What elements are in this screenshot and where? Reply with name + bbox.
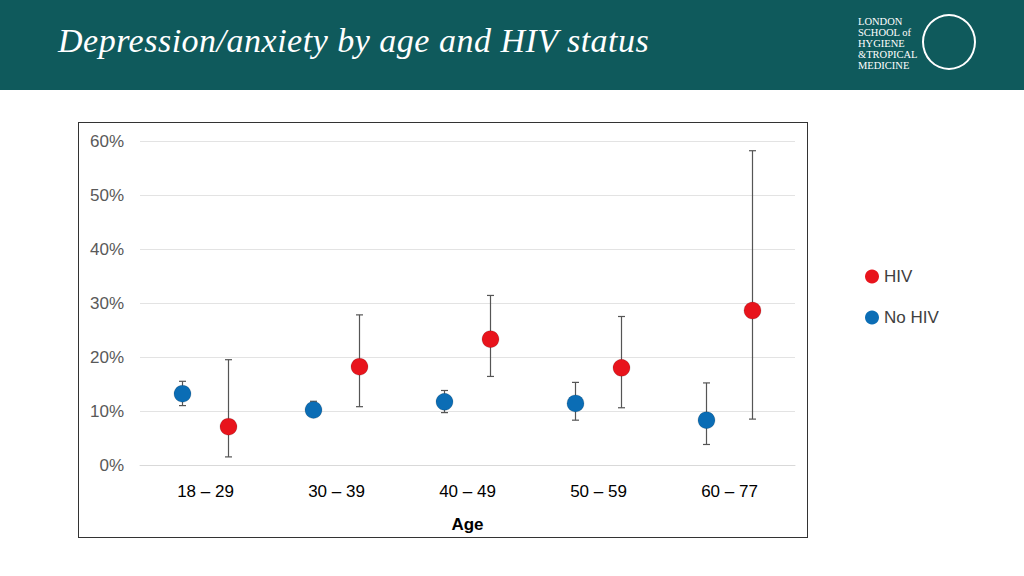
svg-text:HIV: HIV [884,267,913,286]
svg-text:40%: 40% [90,240,124,259]
html-text:&TROPICAL: &TROPICAL [858,49,918,60]
svg-text:10%: 10% [90,402,124,421]
svg-text:No HIV: No HIV [884,308,939,327]
html-text:Depression/anxiety by age and: Depression/anxiety by age and HIV status [58,22,650,59]
svg-text:30 – 39: 30 – 39 [308,482,365,501]
svg-text:60 – 77: 60 – 77 [701,482,758,501]
svg-text:50 – 59: 50 – 59 [570,482,627,501]
svg-text:50%: 50% [90,186,124,205]
svg-text:Age: Age [451,515,483,534]
html-text:LONDON: LONDON [858,16,903,27]
html-text:MEDICINE: MEDICINE [858,60,910,71]
svg-text:30%: 30% [90,294,124,313]
svg-text:40 – 49: 40 – 49 [439,482,496,501]
svg-text:18 – 29: 18 – 29 [177,482,234,501]
html-text:HYGIENE: HYGIENE [858,38,905,49]
svg-text:60%: 60% [90,132,124,151]
html-text:SCHOOL of: SCHOOL of [858,27,911,38]
svg-text:0%: 0% [99,456,124,475]
svg-text:20%: 20% [90,348,124,367]
